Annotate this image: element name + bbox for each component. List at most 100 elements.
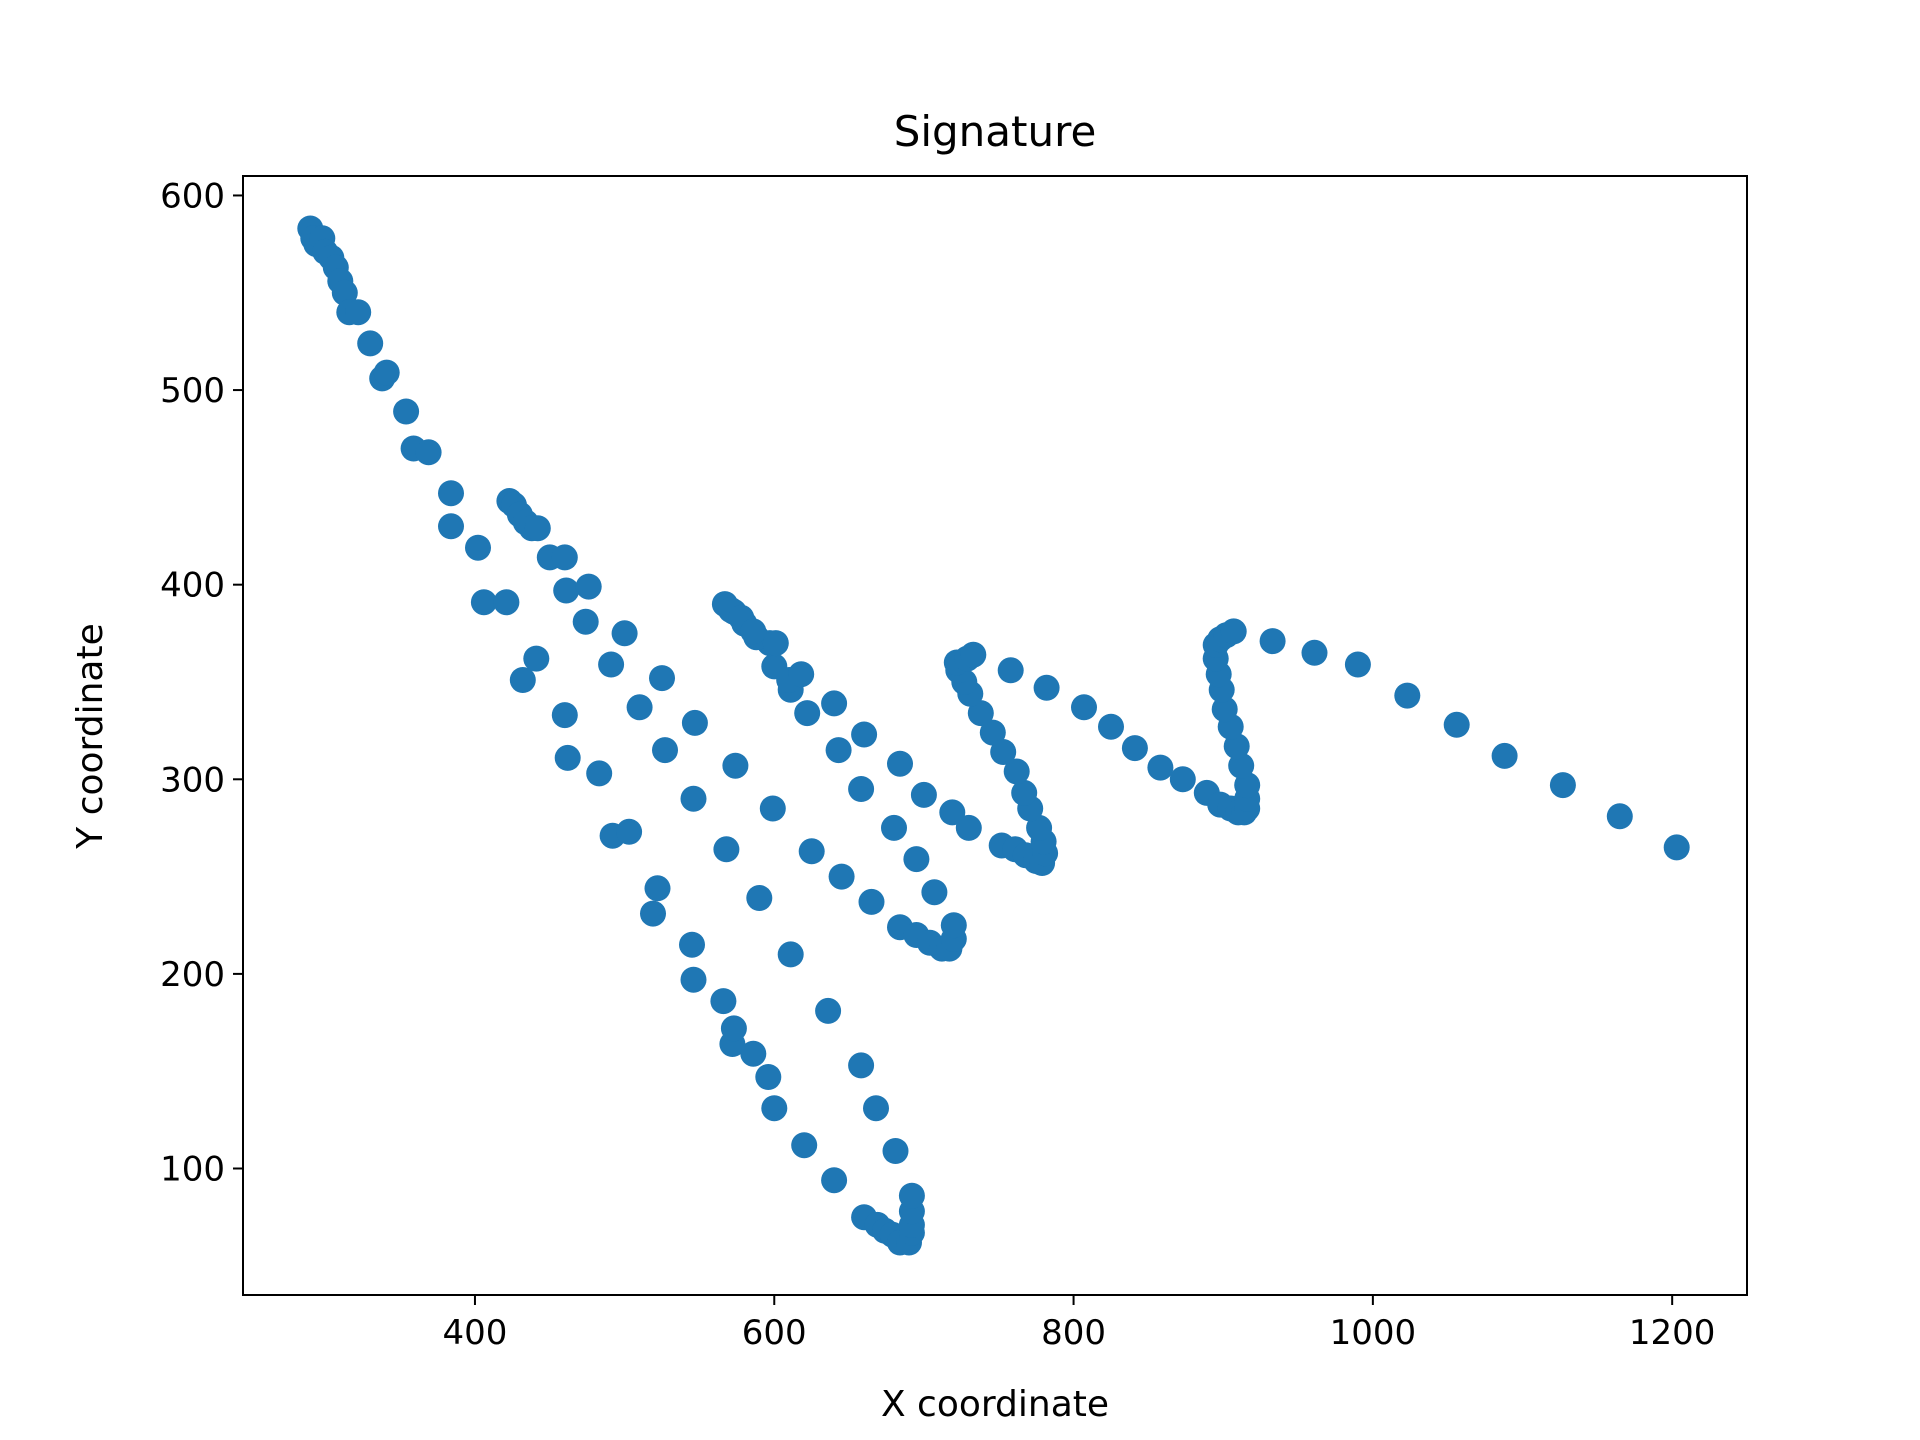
- data-point: [1443, 711, 1470, 738]
- data-point: [722, 752, 749, 779]
- data-point: [710, 988, 737, 1015]
- data-point: [1033, 674, 1060, 701]
- data-point: [611, 620, 638, 647]
- x-axis-label: X coordinate: [881, 1384, 1109, 1425]
- data-point: [524, 515, 551, 542]
- data-point: [1301, 639, 1328, 666]
- data-point: [551, 544, 578, 571]
- data-point: [626, 694, 653, 721]
- data-point: [761, 1095, 788, 1122]
- data-point: [720, 1015, 747, 1042]
- data-point: [794, 700, 821, 727]
- data-point: [848, 1052, 875, 1079]
- data-point: [1011, 779, 1038, 806]
- data-point: [572, 608, 599, 635]
- data-point: [438, 513, 464, 540]
- data-point: [1606, 803, 1633, 830]
- data-point: [644, 875, 671, 902]
- x-tick-label: 1200: [1629, 1313, 1716, 1353]
- data-point: [1003, 758, 1030, 785]
- y-tick-label: 100: [160, 1150, 225, 1190]
- data-point: [848, 776, 875, 802]
- data-point: [1491, 742, 1518, 769]
- data-point: [649, 665, 675, 692]
- data-point: [1121, 735, 1148, 762]
- data-point: [955, 814, 982, 841]
- data-point: [598, 651, 625, 678]
- data-point: [997, 657, 1024, 684]
- data-point: [679, 931, 705, 958]
- data-point: [740, 1040, 767, 1067]
- data-point: [1071, 694, 1097, 721]
- data-point: [746, 885, 773, 911]
- data-point: [640, 900, 666, 927]
- data-point: [910, 781, 937, 808]
- data-point: [554, 744, 581, 771]
- y-axis: 100 200 300 400 500 600: [160, 176, 243, 1190]
- y-tick-label: 500: [160, 371, 225, 411]
- data-point: [898, 1182, 925, 1209]
- data-point: [523, 645, 550, 672]
- data-point: [493, 589, 520, 616]
- data-point: [357, 330, 384, 357]
- data-point: [373, 359, 400, 386]
- data-point: [553, 577, 580, 604]
- data-point: [1259, 628, 1286, 655]
- x-tick-label: 1000: [1330, 1313, 1417, 1353]
- data-point: [680, 966, 707, 993]
- data-point: [858, 888, 885, 915]
- data-point: [331, 279, 358, 306]
- data-point: [921, 879, 948, 906]
- data-point: [788, 661, 815, 688]
- data-point: [740, 618, 767, 645]
- x-tick-label: 400: [443, 1313, 508, 1353]
- data-point: [551, 702, 578, 729]
- data-point: [1098, 713, 1124, 740]
- x-tick-label: 800: [1041, 1313, 1106, 1353]
- chart-title: Signature: [894, 107, 1097, 156]
- data-point: [990, 739, 1017, 765]
- data-point: [939, 799, 966, 826]
- data-point: [1223, 733, 1250, 760]
- data-point: [798, 838, 825, 865]
- data-point: [616, 818, 643, 845]
- data-point: [759, 795, 786, 822]
- data-point: [960, 641, 987, 668]
- data-point: [509, 667, 536, 693]
- data-point: [575, 573, 602, 600]
- data-point: [1344, 651, 1371, 678]
- data-point: [821, 1167, 848, 1194]
- data-point: [828, 863, 855, 890]
- data-point: [903, 846, 930, 873]
- data-point: [586, 760, 613, 787]
- data-point: [1169, 766, 1196, 793]
- data-point: [967, 700, 994, 727]
- data-point: [887, 750, 913, 777]
- data-point: [821, 690, 848, 717]
- data-point: [1147, 754, 1174, 781]
- data-point: [1549, 772, 1576, 799]
- data-point: [940, 912, 967, 939]
- data-point: [415, 439, 442, 466]
- y-tick-label: 400: [160, 566, 225, 606]
- x-tick-label: 600: [742, 1313, 807, 1353]
- data-point: [465, 534, 491, 561]
- data-point: [393, 398, 420, 425]
- data-point: [345, 299, 372, 326]
- y-tick-label: 200: [160, 955, 225, 995]
- data-point: [979, 719, 1006, 746]
- x-axis: 400 600 800 1000 1200: [443, 1295, 1716, 1353]
- data-point: [755, 1064, 782, 1090]
- data-point: [1211, 696, 1238, 723]
- y-axis-label: Y coordinate: [70, 623, 111, 849]
- data-point: [1663, 834, 1690, 861]
- data-point: [681, 709, 708, 736]
- data-point: [791, 1132, 818, 1159]
- y-tick-label: 300: [160, 760, 225, 800]
- data-point: [652, 737, 678, 764]
- scatter-points: [297, 215, 1690, 1256]
- data-point: [438, 480, 464, 507]
